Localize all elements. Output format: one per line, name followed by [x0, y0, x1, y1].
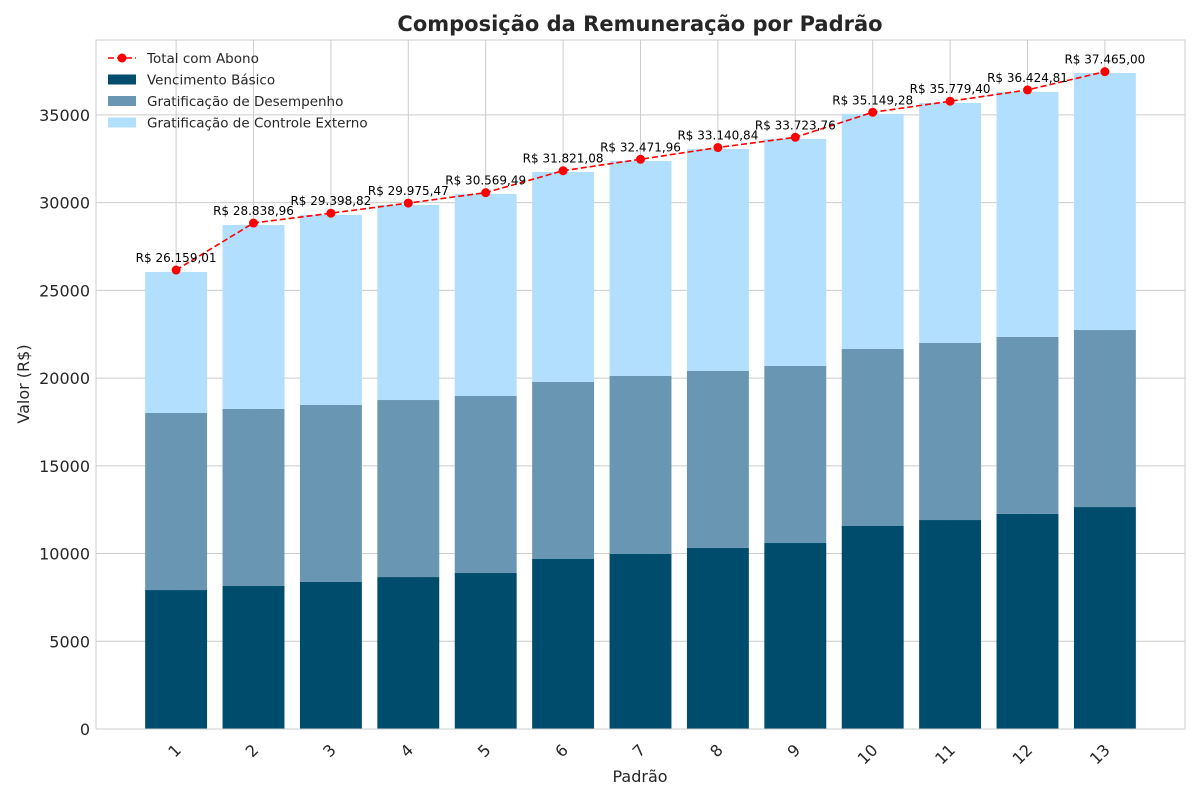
- x-tick-label: 7: [629, 740, 650, 761]
- bar-segment: [919, 343, 982, 521]
- bar-segment: [299, 214, 362, 405]
- y-tick-label: 25000: [39, 281, 90, 300]
- legend-swatch: [108, 117, 136, 128]
- bar-segment: [222, 586, 285, 729]
- bar-segment: [686, 370, 749, 548]
- data-label: R$ 29.398,82: [290, 194, 371, 208]
- bar-segment: [454, 395, 517, 574]
- total-marker: [945, 96, 955, 106]
- data-label: R$ 26.159,01: [136, 251, 217, 265]
- data-label: R$ 35.779,40: [910, 82, 991, 96]
- data-label: R$ 28.838,96: [213, 204, 294, 218]
- bar-segment: [377, 204, 440, 401]
- x-tick-label: 2: [242, 740, 263, 761]
- bar-segment: [1073, 330, 1136, 508]
- legend-swatch: [108, 96, 136, 106]
- bar-segment: [222, 224, 285, 409]
- bar-segment: [377, 400, 440, 578]
- total-marker: [481, 188, 491, 198]
- bar-segment: [609, 160, 672, 376]
- x-tick-label: 6: [551, 740, 572, 761]
- bar-segment: [764, 543, 827, 729]
- bar-segment: [686, 148, 749, 371]
- bar-segment: [996, 91, 1059, 337]
- x-tick-label: 10: [854, 740, 882, 768]
- bar-segment: [841, 113, 904, 349]
- bar-segment: [454, 193, 517, 396]
- bar-segment: [996, 513, 1059, 729]
- x-tick-label: 11: [931, 740, 959, 768]
- chart-title: Composição da Remuneração por Padrão: [397, 12, 882, 36]
- x-tick-label: 12: [1008, 740, 1036, 768]
- bar-segment: [764, 365, 827, 544]
- bar-segment: [609, 375, 672, 554]
- legend-swatch: [108, 74, 136, 85]
- bar-segment: [1073, 72, 1136, 331]
- total-marker: [558, 166, 568, 176]
- bar-segment: [996, 336, 1059, 514]
- x-tick-label: 13: [1086, 740, 1114, 768]
- y-tick-label: 30000: [39, 194, 90, 213]
- data-label: R$ 29.975,47: [368, 184, 449, 198]
- y-tick-label: 20000: [39, 369, 90, 388]
- data-label: R$ 36.424,81: [987, 71, 1068, 85]
- data-label: R$ 33.140,84: [677, 129, 758, 143]
- total-marker: [713, 143, 723, 153]
- x-tick-label: 8: [706, 740, 727, 761]
- total-marker: [403, 198, 413, 208]
- legend-label: Gratificação de Desempenho: [147, 94, 343, 110]
- bar-segment: [686, 547, 749, 729]
- bar-segment: [145, 413, 208, 591]
- bar-segment: [299, 581, 362, 729]
- x-tick-label: 9: [783, 740, 804, 761]
- bar-segment: [532, 381, 595, 559]
- bar-segment: [919, 520, 982, 729]
- total-marker: [636, 154, 645, 164]
- total-marker: [249, 218, 259, 228]
- bar-segment: [454, 573, 517, 729]
- bar-segment: [299, 404, 362, 582]
- total-marker: [326, 208, 336, 218]
- bar-segment: [532, 171, 595, 382]
- y-tick-label: 35000: [39, 106, 90, 125]
- x-tick-label: 5: [474, 740, 495, 761]
- data-label: R$ 37.465,00: [1064, 53, 1145, 67]
- bar-segment: [145, 590, 208, 729]
- y-tick-label: 15000: [39, 457, 90, 476]
- data-label: R$ 30.569,49: [445, 174, 526, 188]
- x-tick-label: 3: [319, 740, 340, 761]
- plot-frame: [95, 39, 1186, 730]
- total-marker: [868, 107, 878, 117]
- bar-segment: [145, 271, 208, 414]
- total-marker: [1022, 85, 1032, 95]
- legend-label: Vencimento Básico: [147, 73, 275, 89]
- x-axis-label: Padrão: [612, 767, 667, 786]
- bar-segment: [222, 408, 285, 587]
- bar-segment: [377, 577, 440, 729]
- y-tick-label: 10000: [39, 545, 90, 564]
- legend-label: Gratificação de Controle Externo: [147, 116, 368, 132]
- x-tick-label: 1: [164, 740, 185, 761]
- bar-segment: [841, 348, 904, 527]
- y-tick-label: 0: [80, 720, 90, 739]
- y-tick-label: 5000: [49, 632, 90, 651]
- bar-segment: [609, 553, 672, 729]
- data-label: R$ 31.821,08: [523, 152, 604, 166]
- bar-segment: [1073, 507, 1136, 729]
- data-label: R$ 33.723,76: [755, 118, 836, 132]
- data-label: R$ 35.149,28: [832, 93, 913, 107]
- total-marker: [790, 132, 800, 142]
- bar-segment: [919, 102, 982, 344]
- total-marker: [1100, 67, 1110, 77]
- x-tick-label: 4: [396, 740, 417, 761]
- bar-segment: [841, 526, 904, 729]
- bar-segment: [764, 138, 827, 366]
- legend-marker: [117, 53, 127, 63]
- y-axis-label: Valor (R$): [14, 344, 33, 423]
- total-marker: [171, 265, 181, 275]
- data-label: R$ 32.471,96: [600, 140, 681, 154]
- bar-segment: [532, 558, 595, 729]
- legend-label: Total com Abono: [146, 51, 259, 67]
